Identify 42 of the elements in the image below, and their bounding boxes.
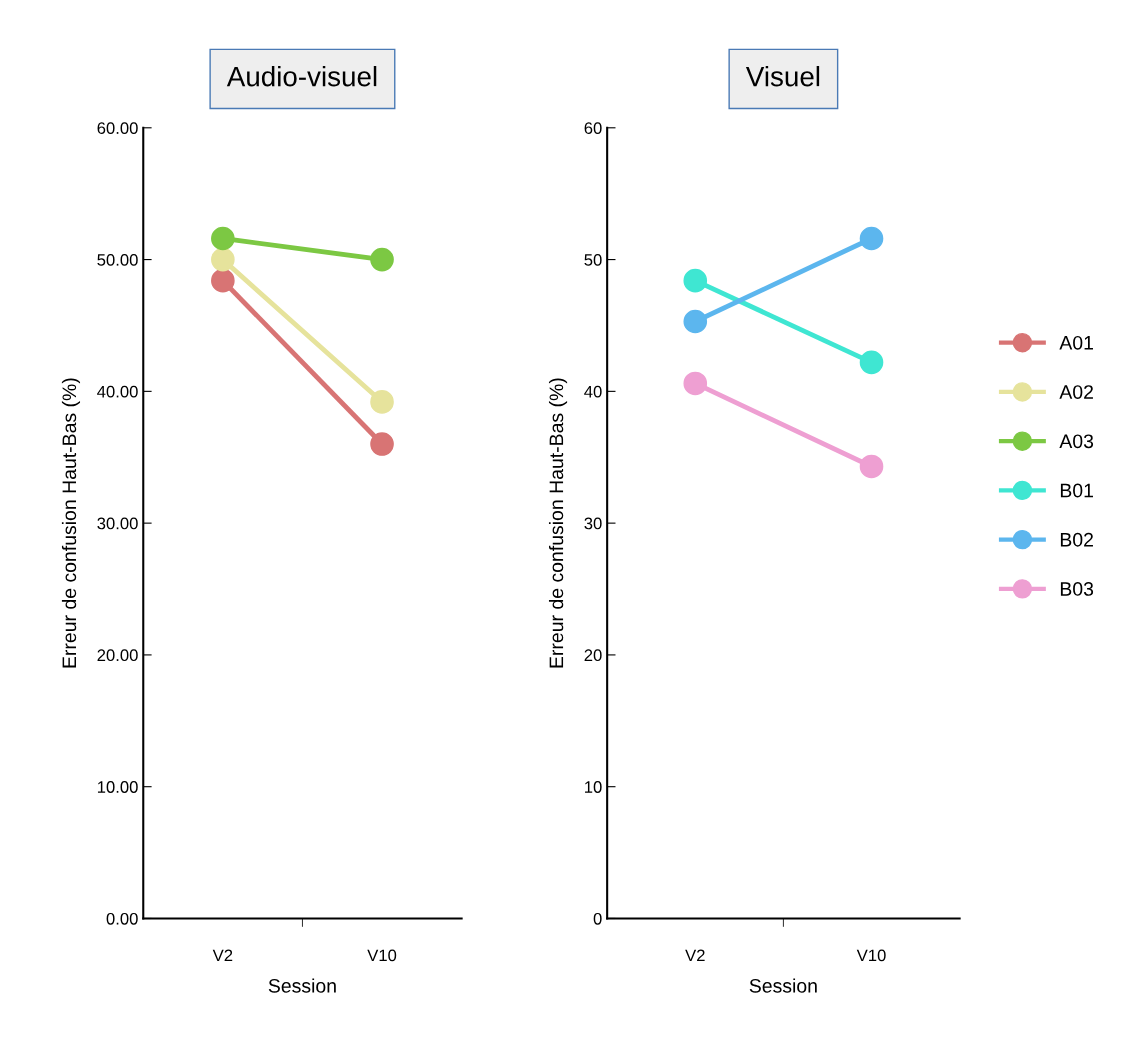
point: [859, 350, 884, 375]
y-tick-label: 10.00: [97, 781, 138, 793]
y-tick-label: 10: [585, 781, 602, 793]
legend-label: A01: [1059, 335, 1093, 350]
point: [859, 226, 884, 251]
point: [683, 268, 708, 293]
y-tick-label: 60.00: [97, 122, 138, 134]
chart-title: Audio-visuel: [226, 66, 377, 87]
y-axis-title: Erreur de confusion Haut-Bas (%): [61, 378, 81, 668]
point: [683, 371, 708, 396]
legend-label: A02: [1059, 385, 1093, 399]
y-tick-label: 30: [584, 517, 602, 530]
point: [683, 309, 708, 334]
point: [370, 247, 394, 272]
legend-label: B03: [1060, 582, 1094, 596]
point: [211, 226, 235, 251]
legend-label: A03: [1059, 434, 1094, 449]
x-tick-label: V10: [856, 949, 886, 962]
y-tick-label: 50: [584, 253, 602, 266]
x-axis-title: Session: [268, 978, 336, 993]
y-tick-label: 20: [584, 649, 602, 662]
y-tick-label: 0.00: [106, 912, 138, 925]
x-tick-label: V10: [367, 949, 397, 962]
point: [370, 390, 394, 414]
legend-label: B02: [1060, 532, 1093, 547]
x-tick-label: V2: [212, 949, 233, 962]
y-tick-label: 30.00: [97, 517, 138, 530]
x-axis-title: Session: [749, 978, 817, 993]
y-axis-title: Erreur de confusion Haut-Bas (%): [548, 378, 568, 668]
point: [211, 247, 235, 272]
y-tick-label: 0: [593, 912, 602, 925]
y-tick-label: 50.00: [97, 253, 138, 266]
y-tick-label: 40.00: [97, 385, 138, 398]
point: [859, 454, 884, 479]
y-tick-label: 60: [584, 122, 602, 134]
point: [211, 268, 235, 293]
chart-title: Visuel: [745, 66, 820, 87]
y-tick-label: 40: [584, 385, 602, 398]
y-tick-label: 20.00: [97, 649, 138, 662]
legend-label: B01: [1060, 483, 1093, 498]
point: [370, 432, 394, 456]
x-tick-label: V2: [685, 949, 705, 962]
